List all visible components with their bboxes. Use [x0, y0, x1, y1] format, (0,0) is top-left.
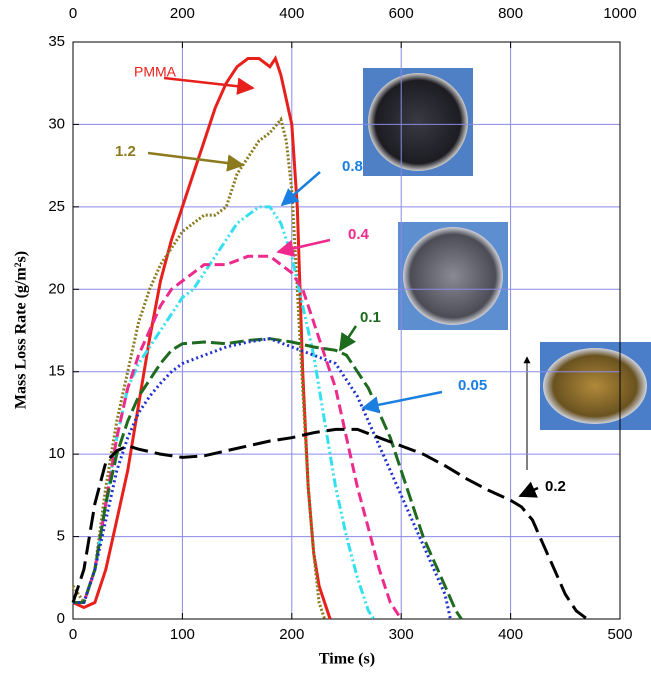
x2-tick-label: 400 [279, 5, 304, 22]
series-line [73, 254, 403, 620]
x-tick-label: 100 [170, 626, 195, 643]
x-tick-label: 200 [279, 626, 304, 643]
sample-photo [363, 68, 473, 176]
x2-tick-label: 200 [170, 5, 195, 22]
y-tick-label: 30 [48, 115, 65, 132]
annotation: 0.8 [342, 158, 363, 175]
annotation-arrow [518, 481, 539, 498]
annotation: 1.2 [115, 143, 136, 160]
y-tick-label: 20 [48, 280, 65, 297]
x2-tick-label: 800 [498, 5, 523, 22]
y-tick-label: 25 [48, 198, 65, 215]
annotation: 0.05 [458, 377, 487, 394]
sample-photo [398, 222, 508, 330]
x-tick-label: 400 [498, 626, 523, 643]
y-tick-label: 5 [57, 528, 65, 545]
x2-tick-label: 1000 [603, 5, 636, 22]
x2-tick-label: 0 [69, 5, 77, 22]
y-tick-label: 0 [57, 610, 65, 627]
plot-frame [72, 41, 621, 620]
series-line [71, 116, 327, 620]
series-line [73, 205, 376, 620]
annotation-arrow [163, 76, 255, 95]
annotation: 0.2 [545, 478, 566, 495]
annotation-arrow [280, 171, 321, 207]
annotation: 0.4 [348, 226, 370, 243]
annotation-arrow [338, 325, 358, 352]
y-tick-label: 35 [48, 33, 65, 50]
x-axis-title: Time (s) [319, 651, 375, 668]
annotation-arrow [361, 390, 443, 414]
x-tick-label: 500 [607, 626, 632, 643]
series-line [71, 427, 589, 621]
y-tick-label: 10 [48, 445, 65, 462]
x2-tick-label: 600 [389, 5, 414, 22]
sample-photo [540, 342, 651, 430]
annotation-arrow [276, 238, 331, 257]
x-tick-label: 300 [389, 626, 414, 643]
annotation: 0.1 [360, 309, 381, 326]
x-tick-label: 0 [69, 626, 77, 643]
series-line [73, 337, 463, 620]
y-tick-label: 15 [48, 363, 65, 380]
annotation: PMMA [134, 64, 177, 80]
annotation-arrow [147, 151, 245, 172]
y-axis-title: Mass Loss Rate (g/m²s) [13, 251, 30, 409]
